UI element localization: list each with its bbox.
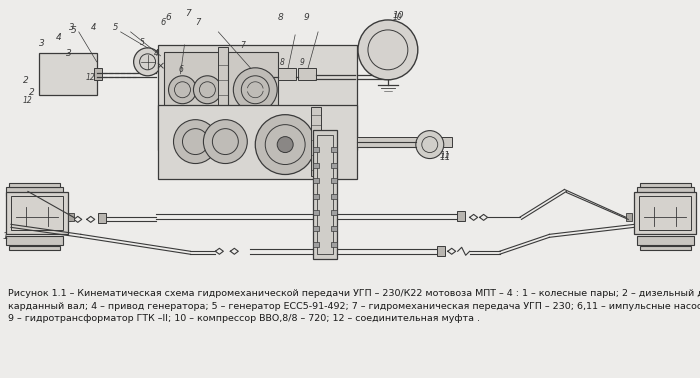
Bar bbox=[313, 147, 319, 152]
Text: 5: 5 bbox=[139, 38, 144, 47]
Bar bbox=[637, 236, 694, 245]
Text: 10: 10 bbox=[393, 11, 405, 20]
Bar bbox=[317, 135, 333, 254]
Bar bbox=[331, 194, 337, 200]
Text: 12: 12 bbox=[86, 73, 95, 82]
Text: ×: × bbox=[155, 62, 165, 72]
Circle shape bbox=[134, 48, 162, 76]
Bar bbox=[313, 226, 319, 231]
Text: 1: 1 bbox=[3, 232, 8, 241]
Text: 3: 3 bbox=[39, 39, 45, 48]
Text: 7: 7 bbox=[186, 9, 191, 18]
Bar bbox=[218, 47, 228, 147]
Bar bbox=[98, 214, 106, 223]
Bar bbox=[456, 211, 465, 222]
Bar bbox=[331, 147, 337, 152]
Text: 3: 3 bbox=[69, 23, 74, 32]
Bar bbox=[331, 163, 337, 167]
Text: 3: 3 bbox=[66, 49, 71, 58]
Bar bbox=[9, 183, 60, 187]
Bar bbox=[6, 187, 63, 197]
Bar bbox=[640, 246, 691, 250]
Text: 8: 8 bbox=[280, 58, 285, 67]
Text: 5: 5 bbox=[71, 26, 76, 35]
Text: 4: 4 bbox=[153, 49, 158, 58]
Text: Рисунок 1.1 – Кинематическая схема гидромеханической передачи УГП – 230/К22 мото: Рисунок 1.1 – Кинематическая схема гидро… bbox=[8, 289, 700, 323]
Bar bbox=[331, 242, 337, 247]
Bar bbox=[634, 192, 696, 234]
Bar bbox=[278, 68, 296, 80]
Bar bbox=[313, 194, 319, 200]
Text: 6: 6 bbox=[178, 65, 183, 74]
Bar bbox=[311, 107, 321, 177]
Text: 6: 6 bbox=[160, 18, 166, 27]
Bar bbox=[68, 214, 74, 222]
Bar bbox=[94, 68, 102, 80]
Bar bbox=[637, 187, 694, 197]
Circle shape bbox=[358, 20, 418, 80]
Bar bbox=[6, 236, 63, 245]
Text: 10: 10 bbox=[393, 13, 402, 22]
Text: 8: 8 bbox=[277, 13, 283, 22]
Bar bbox=[164, 52, 223, 112]
Bar bbox=[313, 242, 319, 247]
Text: 4: 4 bbox=[56, 33, 62, 42]
Bar bbox=[11, 197, 63, 230]
Text: 6: 6 bbox=[165, 13, 172, 22]
Bar bbox=[437, 246, 444, 256]
Bar bbox=[639, 197, 691, 230]
Circle shape bbox=[256, 115, 315, 175]
Text: 5: 5 bbox=[113, 23, 118, 32]
Bar bbox=[39, 53, 97, 95]
Bar bbox=[228, 52, 278, 112]
Circle shape bbox=[169, 76, 197, 104]
Text: 7: 7 bbox=[240, 41, 245, 50]
Text: 12: 12 bbox=[23, 96, 33, 105]
Circle shape bbox=[193, 76, 221, 104]
Text: 4: 4 bbox=[91, 23, 96, 32]
Bar bbox=[626, 214, 632, 222]
Bar bbox=[313, 130, 337, 259]
Text: 7: 7 bbox=[195, 18, 201, 27]
Bar bbox=[298, 68, 316, 80]
Circle shape bbox=[174, 120, 218, 164]
Bar bbox=[640, 183, 691, 187]
Bar bbox=[6, 192, 68, 234]
Bar bbox=[357, 136, 452, 147]
Text: 2: 2 bbox=[29, 88, 35, 97]
Circle shape bbox=[233, 68, 277, 112]
Bar bbox=[331, 178, 337, 183]
Circle shape bbox=[416, 131, 444, 158]
Text: 11: 11 bbox=[440, 150, 451, 160]
Bar bbox=[158, 45, 357, 150]
Bar bbox=[9, 246, 60, 250]
Bar bbox=[158, 105, 357, 180]
Bar bbox=[313, 178, 319, 183]
Bar bbox=[313, 163, 319, 167]
Text: 2: 2 bbox=[23, 76, 29, 85]
Circle shape bbox=[277, 136, 293, 153]
Bar bbox=[331, 226, 337, 231]
Text: 9: 9 bbox=[303, 13, 309, 22]
Bar bbox=[331, 211, 337, 215]
Text: 9: 9 bbox=[300, 58, 305, 67]
Circle shape bbox=[204, 120, 247, 164]
Text: 11: 11 bbox=[440, 153, 452, 161]
Bar bbox=[313, 211, 319, 215]
